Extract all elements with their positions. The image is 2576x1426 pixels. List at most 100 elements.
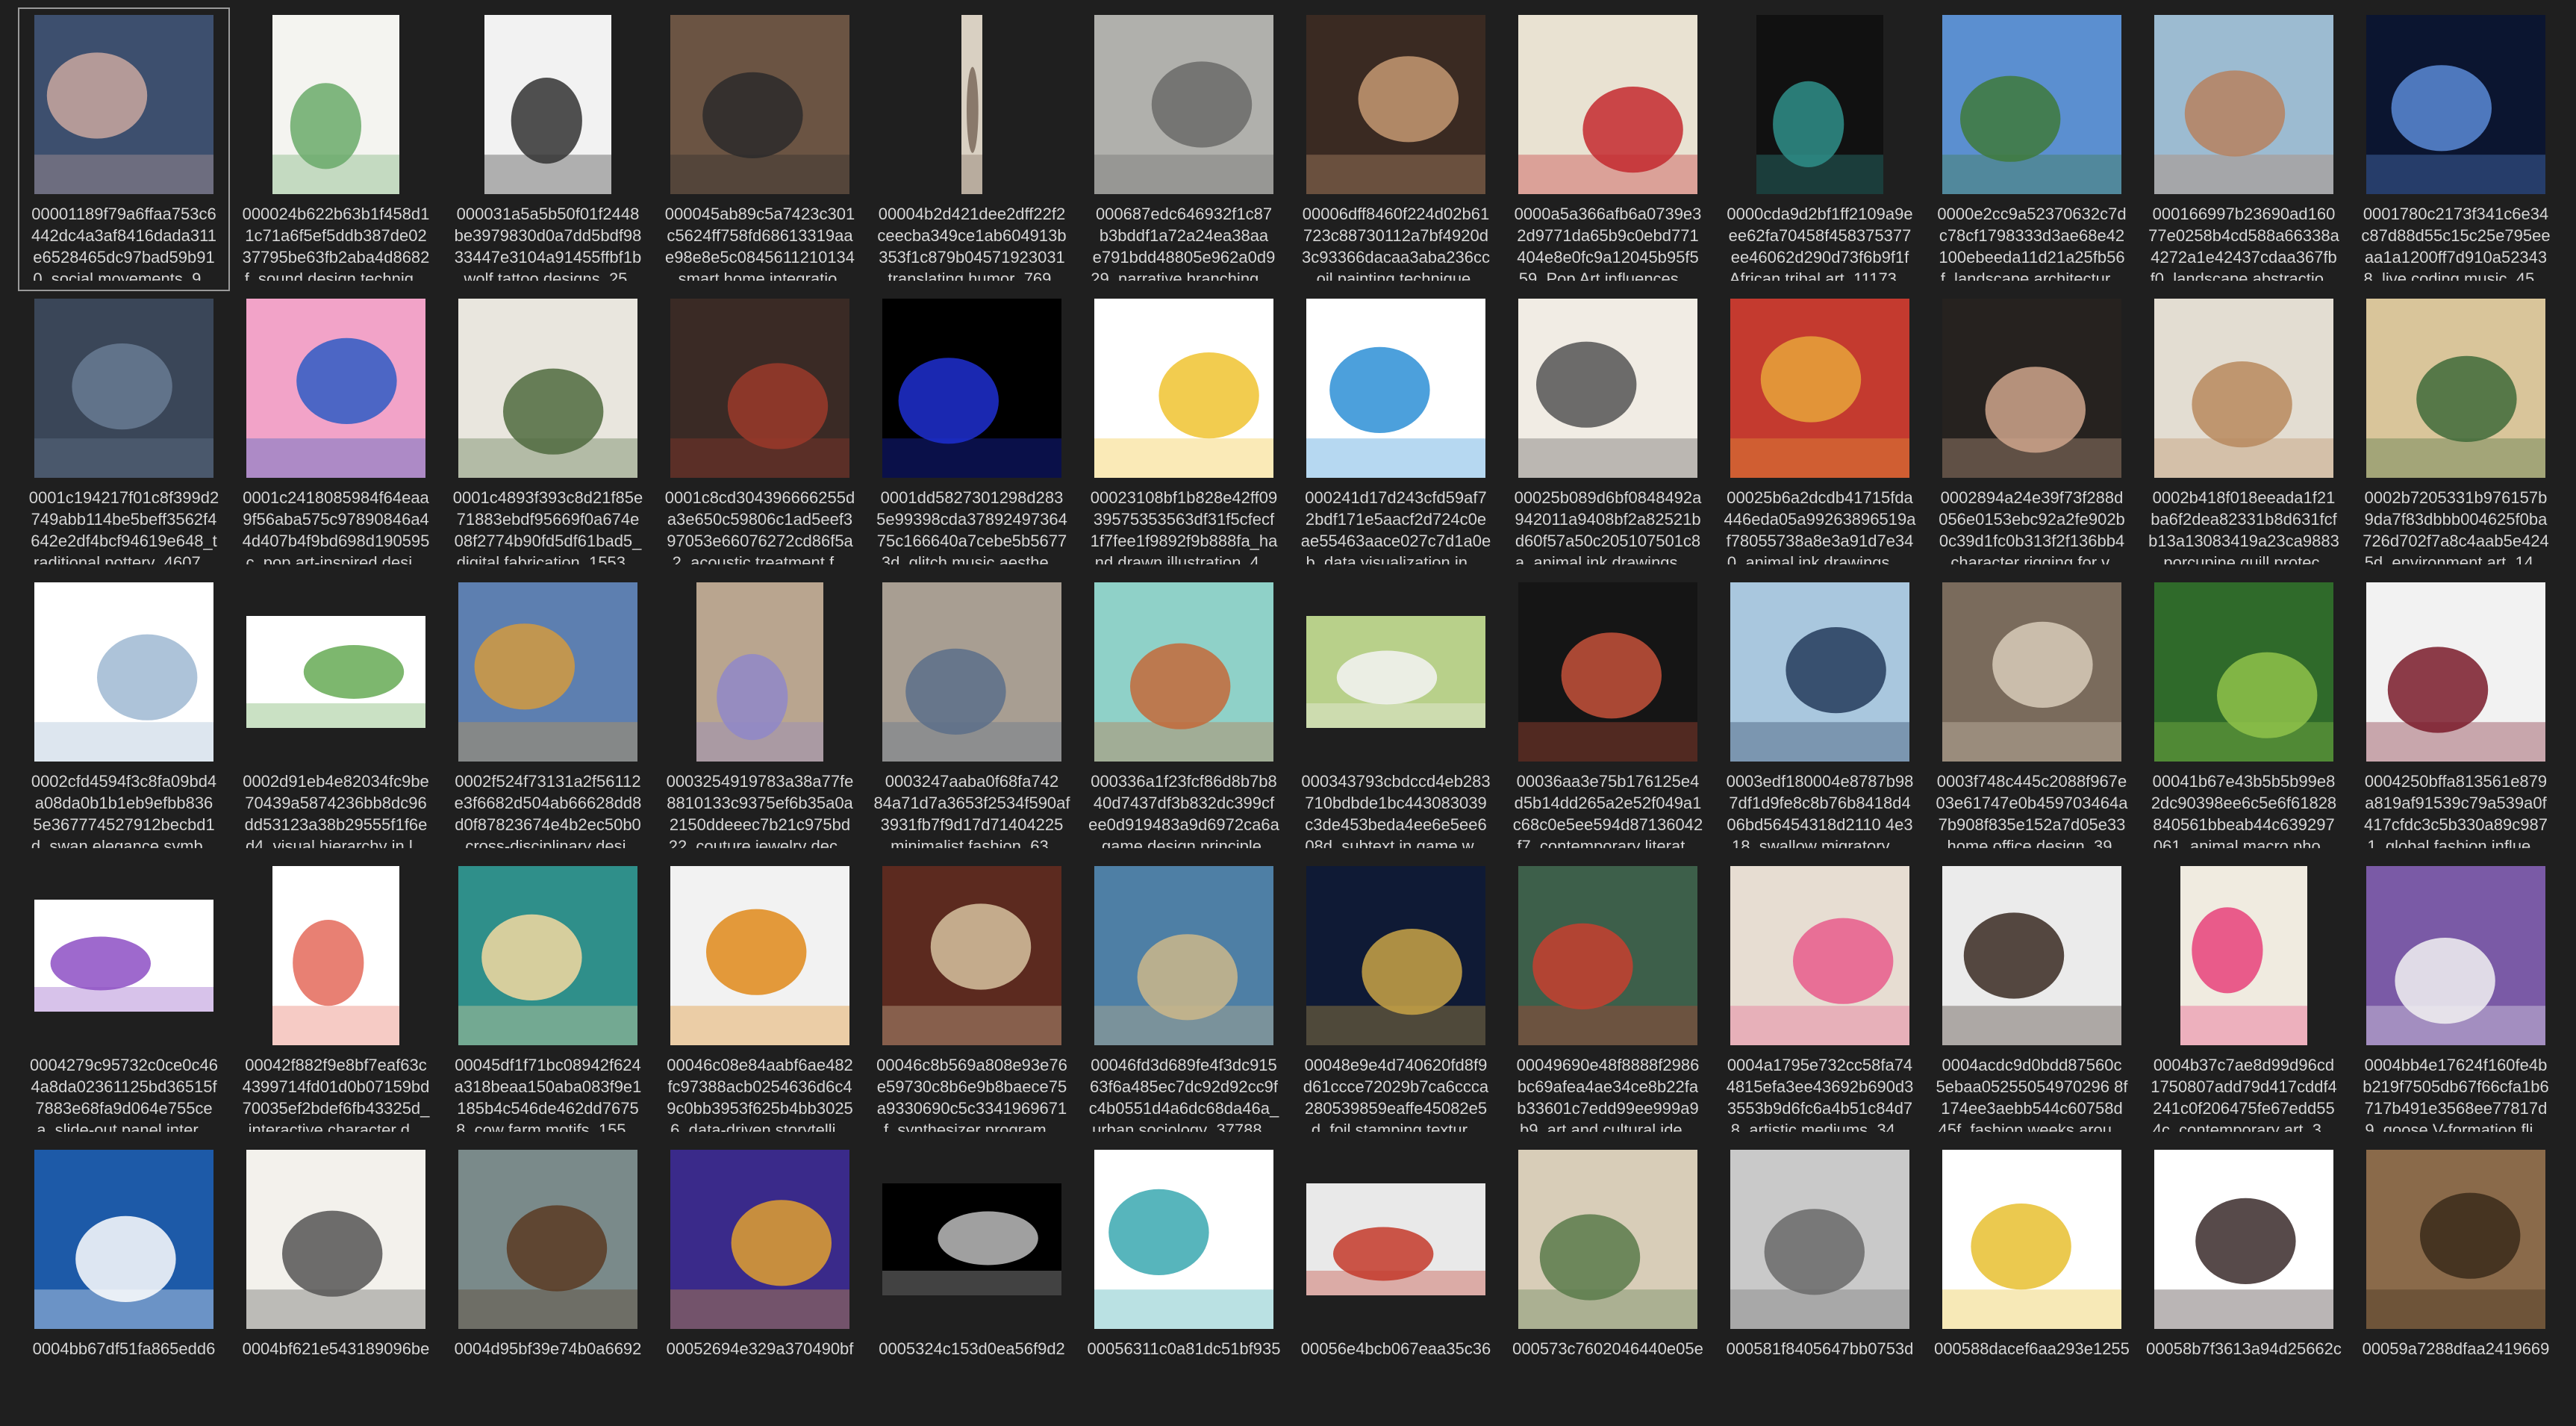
thumbnail-image[interactable] <box>1942 582 2121 762</box>
thumbnail-item[interactable]: 000024b622b63b1f458d1 1c71a6f5ef5ddb387de… <box>230 7 442 291</box>
thumbnail-item[interactable]: 00004b2d421dee2dff22f2 ceecba349ce1ab6049… <box>866 7 1078 291</box>
thumbnail-image[interactable] <box>1730 15 1909 194</box>
thumbnail-item[interactable]: 0004acdc9d0bdd87560c 5ebaa05255054970296 … <box>1926 859 2138 1142</box>
thumbnail-item[interactable]: 000573c7602046440e05e <box>1502 1142 1714 1426</box>
thumbnail-image[interactable] <box>1518 582 1697 762</box>
thumbnail-image[interactable] <box>34 15 213 194</box>
thumbnail-image[interactable] <box>670 299 849 478</box>
thumbnail-item[interactable]: 0000cda9d2bf1ff2109a9e ee62fa70458f458375… <box>1714 7 1926 291</box>
thumbnail-item[interactable]: 00056e4bcb067eaa35c36 <box>1290 1142 1502 1426</box>
thumbnail-item[interactable]: 0005324c153d0ea56f9d2 <box>866 1142 1078 1426</box>
thumbnail-item[interactable]: 000343793cbdccd4eb283 710bdbde1bc44308303… <box>1290 575 1502 859</box>
thumbnail-image[interactable] <box>458 866 637 1045</box>
thumbnail-item[interactable]: 0002b7205331b976157b 9da7f83dbbb004625f0b… <box>2350 291 2562 575</box>
thumbnail-image[interactable] <box>670 582 849 762</box>
thumbnail-image[interactable] <box>670 866 849 1045</box>
thumbnail-item[interactable]: 0001c2418085984f64eaa 9f56aba575c97890846… <box>230 291 442 575</box>
thumbnail-image[interactable] <box>1306 1150 1485 1329</box>
thumbnail-image[interactable] <box>2154 299 2333 478</box>
thumbnail-image[interactable] <box>2366 1150 2545 1329</box>
thumbnail-item[interactable]: 0003f748c445c2088f967e 03e61747e0b4597034… <box>1926 575 2138 859</box>
thumbnail-item[interactable]: 00001189f79a6ffaa753c6 442dc4a3af8416dada… <box>18 7 230 291</box>
thumbnail-image[interactable] <box>246 866 425 1045</box>
thumbnail-image[interactable] <box>2154 866 2333 1045</box>
thumbnail-item[interactable]: 00006dff8460f224d02b61 723c88730112a7bf49… <box>1290 7 1502 291</box>
thumbnail-image[interactable] <box>246 1150 425 1329</box>
thumbnail-item[interactable]: 0001780c2173f341c6e34 c87d88d55c15c25e795… <box>2350 7 2562 291</box>
thumbnail-item[interactable]: 00058b7f3613a94d25662c <box>2138 1142 2350 1426</box>
thumbnail-item[interactable]: 0001c194217f01c8f399d2 749abb114be5beff35… <box>18 291 230 575</box>
thumbnail-image[interactable] <box>2366 15 2545 194</box>
thumbnail-item[interactable]: 0003254919783a38a77fe 8810133c9375ef6b35a… <box>654 575 866 859</box>
thumbnail-image[interactable] <box>34 582 213 762</box>
thumbnail-item[interactable]: 0002d91eb4e82034fc9be 70439a5874236bb8dc9… <box>230 575 442 859</box>
thumbnail-item[interactable]: 00052694e329a370490bf <box>654 1142 866 1426</box>
thumbnail-item[interactable]: 0004d95bf39e74b0a6692 <box>442 1142 654 1426</box>
thumbnail-item[interactable]: 00046fd3d689fe4f3dc915 63f6a485ec7dc92d92… <box>1078 859 1290 1142</box>
thumbnail-item[interactable]: 0000e2cc9a52370632c7d c78cf1798333d3ae68e… <box>1926 7 2138 291</box>
thumbnail-image[interactable] <box>246 582 425 762</box>
thumbnail-item[interactable]: 00046c8b569a808e93e76 e59730c8b6e9b8baece… <box>866 859 1078 1142</box>
thumbnail-image[interactable] <box>882 866 1061 1045</box>
thumbnail-item[interactable]: 0004bb4e17624f160fe4b b219f7505db67f66cfa… <box>2350 859 2562 1142</box>
thumbnail-item[interactable]: 00049690e48f8888f2986 bc69afea4ae34ce8b22… <box>1502 859 1714 1142</box>
thumbnail-item[interactable]: 00048e9e4d740620fd8f9 d61ccce72029b7ca6cc… <box>1290 859 1502 1142</box>
thumbnail-item[interactable]: 0004bb67df51fa865edd6 <box>18 1142 230 1426</box>
thumbnail-image[interactable] <box>458 15 637 194</box>
thumbnail-item[interactable]: 0002cfd4594f3c8fa09bd4 a08da0b1b1eb9efbb8… <box>18 575 230 859</box>
thumbnail-image[interactable] <box>34 299 213 478</box>
thumbnail-image[interactable] <box>458 299 637 478</box>
thumbnail-item[interactable]: 00036aa3e75b176125e4 d5b14dd265a2e52f049a… <box>1502 575 1714 859</box>
thumbnail-item[interactable]: 000581f8405647bb0753d <box>1714 1142 1926 1426</box>
thumbnail-image[interactable] <box>1942 866 2121 1045</box>
thumbnail-item[interactable]: 0001c4893f393c8d21f85e 71883ebdf95669f0a6… <box>442 291 654 575</box>
thumbnail-item[interactable]: 000031a5a5b50f01f2448 be3979830d0a7dd5bdf… <box>442 7 654 291</box>
thumbnail-item[interactable]: 00042f882f9e8bf7eaf63c 4399714fd01d0b0715… <box>230 859 442 1142</box>
thumbnail-image[interactable] <box>882 582 1061 762</box>
thumbnail-item[interactable]: 000166997b23690ad160 77e0258b4cd588a66338… <box>2138 7 2350 291</box>
thumbnail-item[interactable]: 00046c08e84aabf6ae482 fc97388acb0254636d6… <box>654 859 866 1142</box>
thumbnail-item[interactable]: 0002894a24e39f73f288d 056e0153ebc92a2fe90… <box>1926 291 2138 575</box>
thumbnail-item[interactable]: 0002f524f73131a2f56112 e3f6682d504ab66628… <box>442 575 654 859</box>
thumbnail-item[interactable]: 00056311c0a81dc51bf935 <box>1078 1142 1290 1426</box>
thumbnail-image[interactable] <box>1094 1150 1273 1329</box>
thumbnail-item[interactable]: 0004b37c7ae8d99d96cd 1750807add79d417cddf… <box>2138 859 2350 1142</box>
thumbnail-image[interactable] <box>458 1150 637 1329</box>
thumbnail-image[interactable] <box>1094 299 1273 478</box>
thumbnail-item[interactable]: 0003247aaba0f68fa742 84a71d7a3653f2534f59… <box>866 575 1078 859</box>
thumbnail-image[interactable] <box>1942 299 2121 478</box>
thumbnail-image[interactable] <box>34 866 213 1045</box>
thumbnail-image[interactable] <box>34 1150 213 1329</box>
thumbnail-image[interactable] <box>1306 15 1485 194</box>
thumbnail-image[interactable] <box>2366 866 2545 1045</box>
thumbnail-image[interactable] <box>1942 1150 2121 1329</box>
thumbnail-item[interactable]: 0002b418f018eeada1f21 ba6f2dea82331b8d631… <box>2138 291 2350 575</box>
thumbnail-image[interactable] <box>882 15 1061 194</box>
thumbnail-item[interactable]: 0001c8cd304396666255d a3e650c59806c1ad5ee… <box>654 291 866 575</box>
thumbnail-image[interactable] <box>1942 15 2121 194</box>
thumbnail-image[interactable] <box>246 299 425 478</box>
thumbnail-image[interactable] <box>246 15 425 194</box>
thumbnail-image[interactable] <box>1306 299 1485 478</box>
thumbnail-image[interactable] <box>1518 15 1697 194</box>
thumbnail-item[interactable]: 0004250bffa813561e879 a819af91539c79a539a… <box>2350 575 2562 859</box>
thumbnail-item[interactable]: 000687edc646932f1c87 b3bddf1a72a24ea38aa e… <box>1078 7 1290 291</box>
thumbnail-image[interactable] <box>1730 1150 1909 1329</box>
thumbnail-image[interactable] <box>1518 1150 1697 1329</box>
thumbnail-image[interactable] <box>2154 582 2333 762</box>
thumbnail-item[interactable]: 00041b67e43b5b5b99e8 2dc90398ee6c5e6f6182… <box>2138 575 2350 859</box>
thumbnail-image[interactable] <box>1306 582 1485 762</box>
thumbnail-image[interactable] <box>882 299 1061 478</box>
thumbnail-image[interactable] <box>2366 299 2545 478</box>
thumbnail-item[interactable]: 00025b6a2dcdb41715fda 446eda05a9926389651… <box>1714 291 1926 575</box>
thumbnail-item[interactable]: 000045ab89c5a7423c301 c5624ff758fd6861331… <box>654 7 866 291</box>
thumbnail-image[interactable] <box>458 582 637 762</box>
thumbnail-image[interactable] <box>1094 582 1273 762</box>
thumbnail-item[interactable]: 0004a1795e732cc58fa74 4815efa3ee43692b690… <box>1714 859 1926 1142</box>
thumbnail-image[interactable] <box>670 15 849 194</box>
thumbnail-image[interactable] <box>1094 15 1273 194</box>
thumbnail-item[interactable]: 000241d17d243cfd59af7 2bdf171e5aacf2d724c… <box>1290 291 1502 575</box>
thumbnail-image[interactable] <box>1730 582 1909 762</box>
thumbnail-item[interactable]: 00045df1f71bc08942f624 a318beaa150aba083f… <box>442 859 654 1142</box>
thumbnail-item[interactable]: 000336a1f23fcf86d8b7b8 40d7437df3b832dc39… <box>1078 575 1290 859</box>
